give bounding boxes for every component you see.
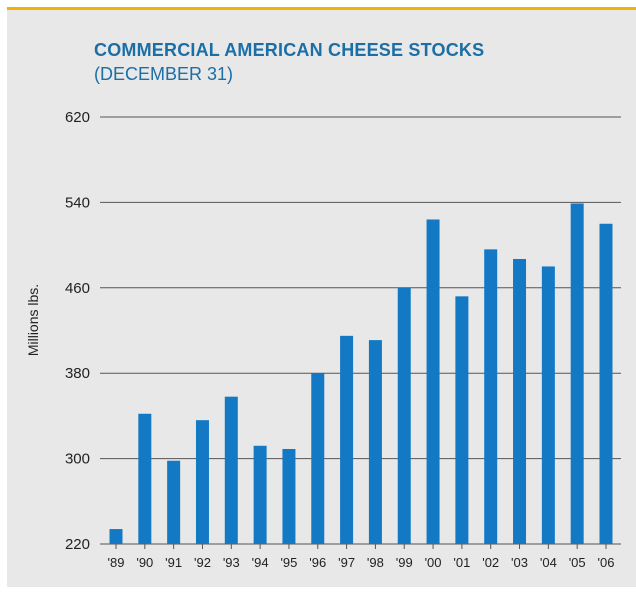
bar-03 [513, 258, 527, 544]
x-tick-label: '02 [482, 555, 499, 570]
bar-06 [599, 223, 613, 544]
y-tick-label: 460 [65, 280, 90, 297]
x-tick-label: '00 [425, 555, 442, 570]
y-tick-label: 620 [65, 109, 90, 126]
x-tick-label: '95 [280, 555, 297, 570]
x-tick-label: '99 [396, 555, 413, 570]
bar-98 [368, 340, 382, 544]
bar-92 [195, 420, 209, 544]
y-tick-label: 540 [65, 194, 90, 211]
bar-02 [484, 249, 498, 544]
bar-91 [167, 460, 181, 544]
x-tick-label: '94 [252, 555, 269, 570]
bar-05 [570, 203, 584, 544]
chart-title: COMMERCIAL AMERICAN CHEESE STOCKS [94, 40, 485, 60]
bar-04 [541, 266, 555, 544]
x-tick-label: '90 [136, 555, 153, 570]
x-tick-label: '06 [598, 555, 615, 570]
y-tick-label: 300 [65, 451, 90, 468]
bar-89 [109, 529, 123, 544]
bar-97 [340, 335, 354, 544]
bar-94 [253, 445, 267, 544]
bar-series [109, 203, 613, 545]
bar-96 [311, 373, 325, 544]
x-tick-label: '98 [367, 555, 384, 570]
y-axis-title: Millions lbs. [25, 284, 41, 356]
bar-99 [397, 287, 411, 544]
bar-01 [455, 296, 469, 544]
x-tick-label: '97 [338, 555, 355, 570]
accent-top-bar [7, 7, 636, 10]
x-tick-label: '05 [569, 555, 586, 570]
x-tick-label: '93 [223, 555, 240, 570]
x-tick-label: '03 [511, 555, 528, 570]
bar-00 [426, 219, 440, 545]
y-tick-label: 380 [65, 365, 90, 382]
gridlines: 220 300 380 460 540 620 [65, 109, 621, 553]
x-tick-label: '89 [108, 555, 125, 570]
bar-90 [138, 413, 152, 544]
bar-93 [224, 396, 238, 544]
x-axis-labels: '89 '90 '91 '92 '93 '94 '95 '96 '97 '98 '99 '00 '01 '… [108, 544, 615, 570]
x-tick-label: '92 [194, 555, 211, 570]
x-tick-label: '96 [309, 555, 326, 570]
x-tick-label: '01 [453, 555, 470, 570]
chart-subtitle: (DECEMBER 31) [94, 64, 234, 84]
bar-95 [282, 448, 296, 544]
x-tick-label: '04 [540, 555, 557, 570]
y-tick-label: 220 [65, 536, 90, 553]
x-tick-label: '91 [165, 555, 182, 570]
